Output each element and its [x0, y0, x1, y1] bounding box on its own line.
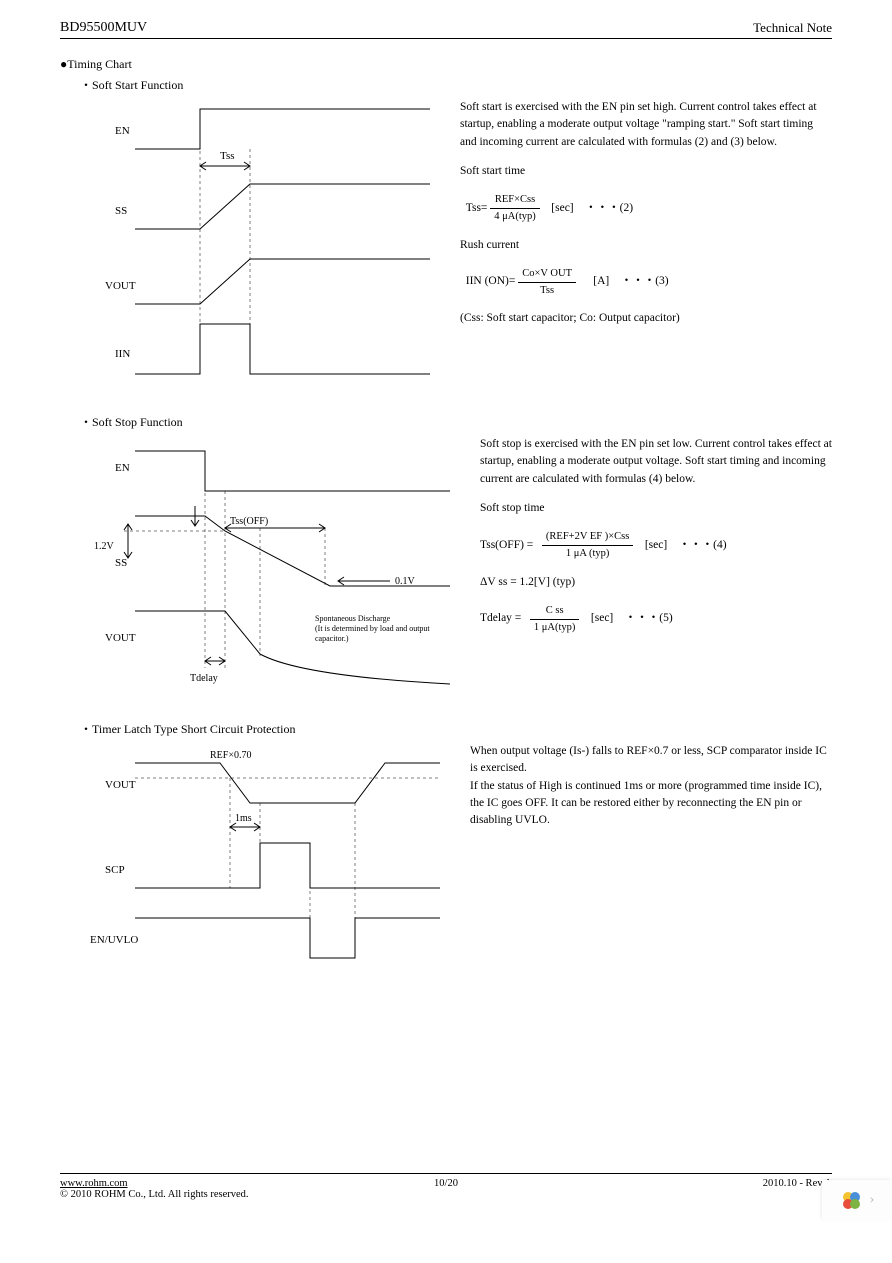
signal-en-uvlo: EN/UVLO [90, 934, 138, 946]
signal-scp: SCP [105, 864, 125, 876]
v12-label: 1.2V [94, 541, 115, 552]
page: BD95500MUV Technical Note ●Timing Chart … [0, 0, 892, 1220]
scp-section: ・Timer Latch Type Short Circuit Protecti… [80, 720, 832, 977]
tdelay-label: Tdelay [190, 673, 218, 684]
soft-start-title: ・Soft Start Function [80, 76, 832, 93]
flower-icon [840, 1189, 862, 1211]
soft-start-description: Soft start is exercised with the EN pin … [460, 99, 832, 340]
soft-stop-text: Soft stop is exercised with the EN pin s… [480, 436, 832, 488]
soft-start-section: ・Soft Start Function EN Tss SS VOUT [80, 76, 832, 393]
signal-en: EN [115, 125, 130, 137]
signal-vout2: VOUT [105, 632, 136, 644]
scp-title: ・Timer Latch Type Short Circuit Protecti… [80, 720, 832, 737]
footer-copyright: © 2010 ROHM Co., Ltd. All rights reserve… [60, 1189, 249, 1200]
footer-left: www.rohm.com © 2010 ROHM Co., Ltd. All r… [60, 1178, 249, 1200]
soft-stop-title: ・Soft Stop Function [80, 413, 832, 430]
formula-3: IIN (ON)= Co×V OUTTss [A] ・・・(3) [460, 266, 832, 299]
doc-type: Technical Note [753, 20, 832, 36]
soft-stop-diagram: EN SS 1.2V Tss(OFF) [80, 436, 450, 700]
dv-label: ΔV ss = 1.2[V] (typ) [480, 574, 832, 591]
signal-en2: EN [115, 462, 130, 474]
sst-label: Soft start time [460, 163, 832, 180]
sstop-label: Soft stop time [480, 500, 832, 517]
soft-stop-svg: EN SS 1.2V Tss(OFF) [80, 436, 450, 696]
soft-start-text: Soft start is exercised with the EN pin … [460, 99, 832, 151]
formula-5: Tdelay = C ss1 μA(typ) [sec] ・・・(5) [480, 603, 832, 636]
footer-url: www.rohm.com [60, 1178, 249, 1189]
formula-4: Tss(OFF) = (REF+2V EF )×Css1 μA (typ) [s… [480, 529, 832, 562]
discharge-label-2: (It is determined by load and output [315, 624, 430, 633]
soft-stop-description: Soft stop is exercised with the EN pin s… [480, 436, 832, 647]
page-footer: www.rohm.com © 2010 ROHM Co., Ltd. All r… [60, 1173, 832, 1200]
footer-page: 10/20 [434, 1178, 458, 1189]
tss-label: Tss [220, 150, 235, 162]
scp-svg: VOUT REF×0.70 1ms SCP EN/UVLO [80, 743, 440, 973]
rush-label: Rush current [460, 237, 832, 254]
signal-ss2: SS [115, 557, 127, 569]
page-header: BD95500MUV Technical Note [60, 20, 832, 39]
signal-iin: IIN [115, 348, 130, 360]
signal-vout3: VOUT [105, 779, 136, 791]
scp-description: When output voltage (Is-) falls to REF×0… [470, 743, 832, 841]
section-title: ●Timing Chart [60, 57, 832, 72]
soft-start-diagram: EN Tss SS VOUT IIN [80, 99, 430, 393]
formula-2: Tss= REF×Css4 μA(typ) [sec] ・・・(2) [460, 192, 832, 225]
ms-label: 1ms [235, 813, 252, 824]
css-note: (Css: Soft start capacitor; Co: Output c… [460, 310, 832, 327]
scp-diagram: VOUT REF×0.70 1ms SCP EN/UVLO [80, 743, 440, 977]
chevron-right-icon[interactable]: › [870, 1192, 875, 1208]
scp-text: When output voltage (Is-) falls to REF×0… [470, 743, 832, 829]
soft-stop-section: ・Soft Stop Function EN SS 1.2V [80, 413, 832, 700]
ref-label: REF×0.70 [210, 750, 251, 761]
signal-ss: SS [115, 205, 127, 217]
signal-vout: VOUT [105, 280, 136, 292]
discharge-label-3: capacitor.) [315, 634, 349, 643]
discharge-label-1: Spontaneous Discharge [315, 614, 391, 623]
soft-start-svg: EN Tss SS VOUT IIN [80, 99, 430, 389]
part-number: BD95500MUV [60, 20, 147, 36]
v01-label: 0.1V [395, 576, 416, 587]
corner-widget[interactable]: › [822, 1180, 892, 1220]
tssoff-label: Tss(OFF) [230, 516, 268, 527]
